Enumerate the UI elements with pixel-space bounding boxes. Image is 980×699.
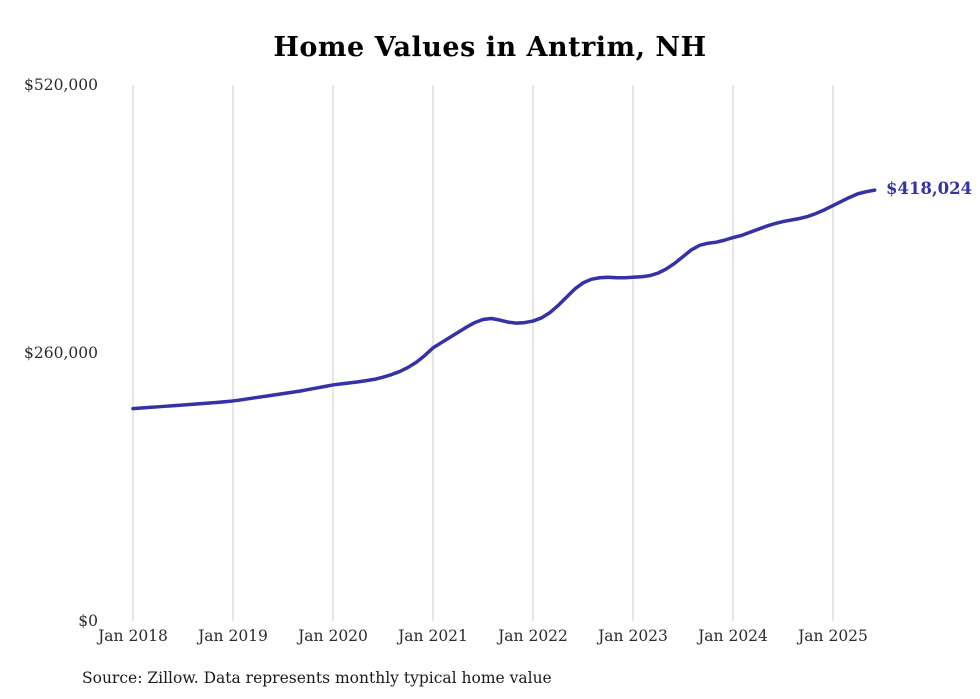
source-note: Source: Zillow. Data represents monthly … (82, 669, 552, 687)
x-tick-label: Jan 2024 (698, 627, 768, 645)
end-value-label: $418,024 (886, 179, 973, 198)
home-value-line (131, 188, 877, 411)
x-tick-label: Jan 2021 (398, 627, 468, 645)
x-tick-label: Jan 2023 (598, 627, 668, 645)
x-tick-label: Jan 2020 (298, 627, 368, 645)
x-tick-label: Jan 2019 (198, 627, 268, 645)
x-tick-label: Jan 2018 (98, 627, 168, 645)
y-tick-label: $260,000 (24, 344, 98, 362)
y-tick-label: $0 (78, 612, 98, 630)
x-tick-label: Jan 2025 (798, 627, 868, 645)
x-tick-label: Jan 2022 (498, 627, 568, 645)
chart-title: Home Values in Antrim, NH (273, 32, 707, 63)
y-tick-label: $520,000 (24, 76, 98, 94)
